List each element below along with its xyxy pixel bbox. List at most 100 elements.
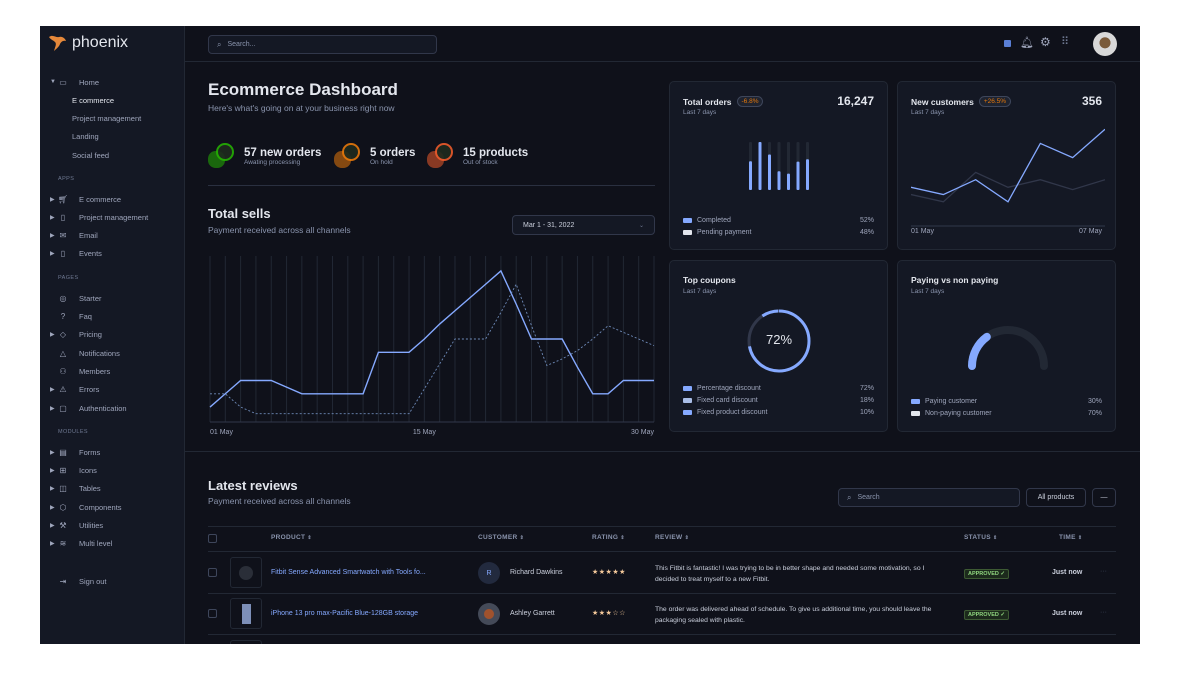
- user-avatar[interactable]: [1093, 32, 1117, 56]
- stat-desc: On hold: [370, 158, 393, 166]
- sidebar-item-email[interactable]: ▶ ✉ Email: [50, 230, 98, 242]
- customer-name[interactable]: Richard Dawkins: [510, 569, 563, 576]
- product-link[interactable]: iPhone 13 pro max-Pacific Blue-128GB sto…: [271, 610, 419, 617]
- sidebar-item-label: Icons: [79, 466, 97, 476]
- gauge-fill: [968, 332, 991, 370]
- column-header-product[interactable]: PRODUCT ⇕: [271, 534, 312, 541]
- total-orders-value: 16,247: [837, 94, 874, 108]
- select-all-checkbox[interactable]: [208, 534, 217, 543]
- product-link[interactable]: Fitbit Sense Advanced Smartwatch with To…: [271, 569, 426, 576]
- row-border: [208, 634, 1116, 635]
- sidebar-item-home[interactable]: ▼ ▭ Home: [50, 76, 99, 88]
- bar: [758, 142, 762, 190]
- sidebar-subitem-project-management[interactable]: Project management: [72, 114, 142, 123]
- reviews-search-input[interactable]: ⌕ Search: [838, 488, 1020, 507]
- sidebar-item-notifications[interactable]: △ Notifications: [50, 347, 120, 359]
- legend-item: Fixed card discount 18%: [683, 397, 874, 404]
- sidebar-subitem-social-feed[interactable]: Social feed: [72, 151, 110, 160]
- legend-swatch: [683, 386, 692, 391]
- more-button[interactable]: —: [1092, 488, 1116, 507]
- customer-avatar[interactable]: R: [478, 562, 500, 584]
- total-sells-chart: 01 May 15 May 30 May: [209, 256, 655, 436]
- column-header-time[interactable]: TIME ⇕: [1059, 534, 1082, 541]
- top-coupons-card: Top coupons Last 7 days 72% Percentage d…: [669, 260, 888, 432]
- caret-right-icon: ▶: [50, 523, 55, 529]
- column-header-status[interactable]: STATUS ⇕: [964, 534, 997, 541]
- product-image[interactable]: [230, 598, 262, 629]
- sidebar-item-components[interactable]: ▶ ⬡ Components: [50, 501, 122, 513]
- x-tick-start: 01 May: [911, 228, 934, 235]
- apps-grid-icon[interactable]: ⠿: [1061, 36, 1069, 48]
- sidebar-item-e-commerce[interactable]: ▶ 🛒︎ E commerce: [50, 193, 121, 205]
- sidebar-item-errors[interactable]: ▶ ⚠ Errors: [50, 384, 99, 396]
- x-tick-label: 01 May: [210, 429, 233, 436]
- reviews-title: Latest reviews: [208, 478, 298, 493]
- row-checkbox[interactable]: [208, 568, 217, 577]
- sidebar-item-members[interactable]: ⚇ Members: [50, 365, 110, 377]
- sidebar-item-label: Authentication: [79, 403, 127, 413]
- search-placeholder: Search...: [227, 41, 256, 48]
- global-search-input[interactable]: ⌕ Search...: [208, 35, 437, 54]
- logo[interactable]: phoenix: [48, 34, 128, 52]
- legend-item: Pending payment 48%: [683, 229, 874, 236]
- sidebar-item-label: Pricing: [79, 330, 102, 340]
- sort-icon: ⇕: [519, 535, 525, 541]
- columns-icon: ◫: [59, 484, 67, 494]
- sidebar-item-project-management[interactable]: ▶ ▯ Project management: [50, 211, 148, 223]
- product-image[interactable]: [230, 557, 262, 588]
- date-range-select[interactable]: Mar 1 - 31, 2022 ⌄: [512, 215, 655, 235]
- paying-gauge-chart: [968, 326, 1048, 370]
- row-checkbox[interactable]: [208, 609, 217, 618]
- customer-avatar[interactable]: [478, 603, 500, 625]
- donut-slice-percentage: [747, 309, 811, 373]
- gear-icon[interactable]: ⚙: [1040, 35, 1051, 49]
- sidebar-item-authentication[interactable]: ▶ ▢ Authentication: [50, 402, 127, 414]
- caret-right-icon: ▶: [50, 541, 55, 548]
- all-products-button[interactable]: All products: [1026, 488, 1086, 507]
- sidebar-item-label: Components: [79, 502, 122, 512]
- x-tick-label: 15 May: [413, 429, 436, 436]
- column-header-review[interactable]: REVIEW ⇕: [655, 534, 689, 541]
- column-header-rating[interactable]: RATING ⇕: [592, 534, 625, 541]
- sidebar-item-forms[interactable]: ▶ ▤ Forms: [50, 446, 100, 458]
- legend-swatch: [683, 410, 692, 415]
- row-actions-icon[interactable]: ···: [1100, 568, 1107, 575]
- divider: [208, 185, 655, 186]
- sign-out-button[interactable]: ⇥ Sign out: [50, 575, 107, 587]
- sidebar-item-faq[interactable]: ? Faq: [50, 311, 92, 323]
- product-image[interactable]: [230, 640, 262, 644]
- tool-icon: ⚒: [59, 521, 67, 530]
- row-actions-icon[interactable]: ···: [1100, 609, 1107, 616]
- sidebar-item-utilities[interactable]: ▶ ⚒ Utilities: [50, 520, 103, 532]
- phoenix-logo-icon: [49, 35, 66, 51]
- review-text: This Fitbit is fantastic! I was trying t…: [655, 565, 925, 583]
- mail-icon: ✉: [59, 231, 67, 241]
- customer-series-line: [911, 128, 1105, 203]
- section-divider: [185, 451, 1140, 452]
- cart-icon: 🛒︎: [57, 194, 69, 204]
- nav-heading: APPS: [58, 176, 75, 182]
- sidebar-item-starter[interactable]: ◎ Starter: [50, 292, 102, 304]
- sidebar-item-multi-level[interactable]: ▶ ≋ Multi level: [50, 538, 112, 550]
- stat-desc: Awating processing: [244, 158, 301, 166]
- sidebar-item-icons[interactable]: ▶ ⊞ Icons: [50, 465, 97, 477]
- bell-icon[interactable]: 🔔︎: [1020, 37, 1034, 49]
- sidebar-subitem-landing[interactable]: Landing: [72, 132, 99, 141]
- alert-icon: ⚠: [59, 385, 67, 395]
- card-subtitle: Last 7 days: [911, 109, 945, 116]
- rating-stars: ★★★☆☆: [592, 610, 626, 617]
- customer-name[interactable]: Ashley Garrett: [510, 610, 555, 617]
- grid-icon: ⊞: [59, 466, 67, 476]
- sidebar-item-tables[interactable]: ▶ ◫ Tables: [50, 483, 101, 495]
- legend-value: 72%: [859, 385, 874, 392]
- sidebar-subitem-ecommerce[interactable]: E commerce: [72, 96, 115, 105]
- help-icon: ?: [60, 312, 66, 321]
- lock-icon: ▢: [59, 403, 67, 413]
- sidebar-item-pricing[interactable]: ▶ ◇ Pricing: [50, 329, 102, 341]
- theme-toggle-icon[interactable]: [1004, 40, 1011, 47]
- total-sells-title: Total sells: [208, 206, 271, 221]
- sidebar-item-label: Project management: [79, 212, 149, 222]
- sidebar-item-events[interactable]: ▶ ▯ Events: [50, 248, 102, 260]
- sidebar-item-label: Home: [79, 77, 100, 87]
- column-header-customer[interactable]: CUSTOMER ⇕: [478, 534, 524, 541]
